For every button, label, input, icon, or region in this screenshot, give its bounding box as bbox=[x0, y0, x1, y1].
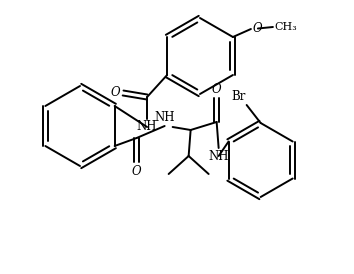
Text: O: O bbox=[212, 83, 222, 96]
Text: O: O bbox=[253, 22, 263, 36]
Text: NH: NH bbox=[154, 111, 175, 124]
Text: Br: Br bbox=[231, 90, 246, 103]
Text: O: O bbox=[110, 87, 120, 99]
Text: NH: NH bbox=[209, 150, 229, 163]
Text: CH₃: CH₃ bbox=[274, 22, 297, 32]
Text: O: O bbox=[132, 165, 142, 178]
Text: NH: NH bbox=[137, 120, 157, 133]
